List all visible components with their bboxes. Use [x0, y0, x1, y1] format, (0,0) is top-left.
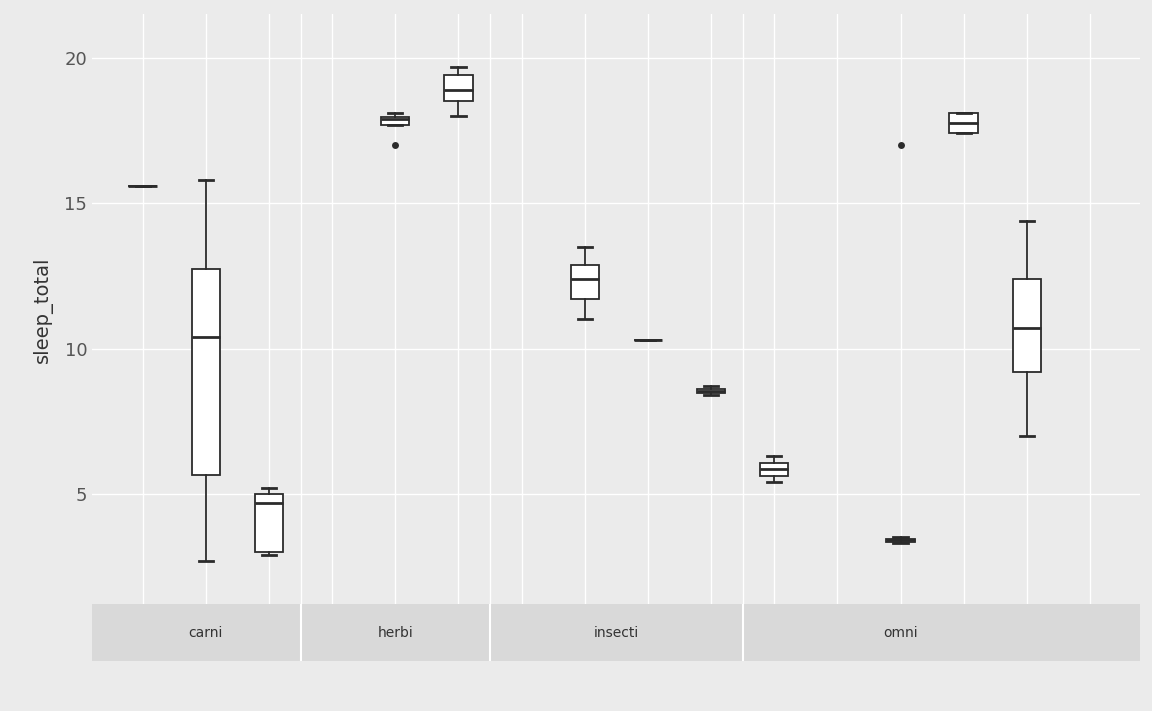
PathPatch shape	[570, 265, 599, 299]
PathPatch shape	[1013, 279, 1041, 372]
PathPatch shape	[949, 113, 978, 134]
PathPatch shape	[760, 463, 788, 476]
Text: insecti: insecti	[593, 626, 639, 640]
PathPatch shape	[381, 117, 409, 125]
PathPatch shape	[191, 269, 220, 475]
PathPatch shape	[886, 539, 915, 542]
PathPatch shape	[255, 494, 283, 552]
PathPatch shape	[697, 388, 726, 393]
Text: carni: carni	[189, 626, 223, 640]
PathPatch shape	[445, 75, 472, 102]
Text: herbi: herbi	[378, 626, 414, 640]
Y-axis label: sleep_total: sleep_total	[33, 256, 53, 363]
Text: omni: omni	[884, 626, 918, 640]
